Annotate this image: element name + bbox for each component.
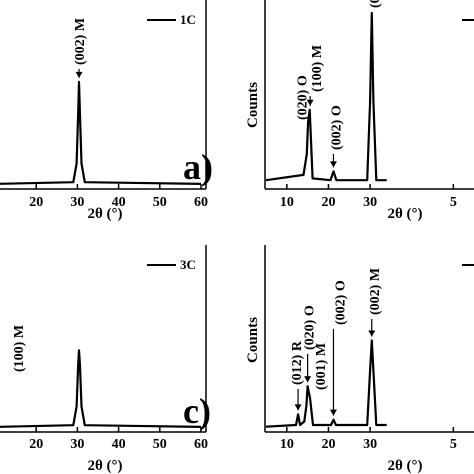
panel-d: 10 20 30 5 (012) R(020) O(001) M (002) O (002)… xyxy=(245,245,474,474)
panel-d-x-tick-label: 30 xyxy=(363,437,377,452)
panel-c-x-tick-label: 30 xyxy=(70,437,84,452)
panel-b-x-tick-label: 30 xyxy=(363,195,377,210)
panel-b-peak-label: (020) O xyxy=(296,75,311,120)
panel-b-x-tick-label: 5 xyxy=(450,195,457,210)
panel-c-plot-area: 20 30 40 50 60 (100) M xyxy=(0,325,208,452)
panel-b-peak-label: (100) M xyxy=(310,45,325,92)
panel-a-x-tick-label: 20 xyxy=(29,195,43,210)
panel-d-peak-label: (020) O xyxy=(303,305,318,350)
panel-b-y-label: Counts xyxy=(245,82,261,128)
panel-c-x-tick-label: 40 xyxy=(112,437,126,452)
panel-a-peak-arrowhead xyxy=(75,71,83,78)
panel-c-peak-label: (100) M xyxy=(12,325,27,372)
panel-a-peak-label: (002) M xyxy=(73,18,88,65)
panel-d-peak-label: (001) M xyxy=(314,343,329,390)
panel-c: 20 30 40 50 60 (100) M 3C c) 2θ (°) xyxy=(0,245,211,474)
panel-b-x-tick-label: 20 xyxy=(321,195,335,210)
panel-d-x-tick-label: 10 xyxy=(280,437,294,452)
panel-a: 20 30 40 50 60 (002) M 1C a) 2θ (°) xyxy=(0,0,213,222)
panel-d-peak-label: (002) M xyxy=(368,268,383,315)
panel-a-plot-area: 20 30 40 50 60 (002) M xyxy=(0,18,208,210)
panel-d-peak-label: (012) R xyxy=(290,340,305,385)
panel-a-legend-label: 1C xyxy=(180,12,196,27)
panel-d-peak-arrowhead xyxy=(329,409,337,416)
panel-c-x-tick-label: 50 xyxy=(153,437,167,452)
panel-a-x-label: 2θ (°) xyxy=(87,206,122,222)
panel-b-x-label: 2θ (°) xyxy=(387,206,422,222)
panel-c-xrd-series xyxy=(0,349,202,428)
panel-b-peak-arrowhead xyxy=(306,99,314,106)
panel-d-x-label: 2θ (°) xyxy=(387,458,422,474)
panel-d-plot-area: 10 20 30 5 (012) R(020) O(001) M (002) O (002)… xyxy=(265,268,457,452)
panel-a-x-tick-label: 60 xyxy=(194,195,208,210)
panel-b: 10 20 30 5 (020) O(100) M (002) O (002) M Coun… xyxy=(245,0,474,222)
panel-d-peak-arrowhead xyxy=(304,376,312,383)
panel-d-x-tick-label: 5 xyxy=(450,437,457,452)
panel-a-label: a) xyxy=(183,147,213,187)
panel-c-x-label: 2θ (°) xyxy=(87,458,122,474)
panel-b-plot-area: 10 20 30 5 (020) O(100) M (002) O (002) M xyxy=(265,0,457,210)
panel-b-peak-label: (002) M xyxy=(368,0,383,8)
panel-d-x-tick-label: 20 xyxy=(321,437,335,452)
panel-b-peak-label: (002) O xyxy=(329,105,344,150)
panel-a-x-tick-label: 50 xyxy=(153,195,167,210)
panel-c-x-tick-label: 60 xyxy=(194,437,208,452)
panel-b-xrd-series xyxy=(265,11,387,182)
panel-d-xrd-series xyxy=(265,339,387,428)
panel-c-legend-label: 3C xyxy=(180,257,196,272)
panel-a-x-tick-label: 30 xyxy=(70,195,84,210)
panel-c-x-tick-label: 20 xyxy=(29,437,43,452)
panel-a-x-tick-label: 40 xyxy=(112,195,126,210)
panel-d-peak-arrowhead xyxy=(368,330,376,337)
panel-a-xrd-series xyxy=(0,80,202,185)
panel-b-x-tick-label: 10 xyxy=(280,195,294,210)
panel-b-peak-arrowhead xyxy=(329,161,337,168)
panel-d-peak-arrowhead xyxy=(294,404,302,411)
panel-d-y-label: Counts xyxy=(245,317,261,363)
panel-d-peak-label: (002) O xyxy=(333,280,348,325)
panel-c-label: c) xyxy=(183,391,211,431)
